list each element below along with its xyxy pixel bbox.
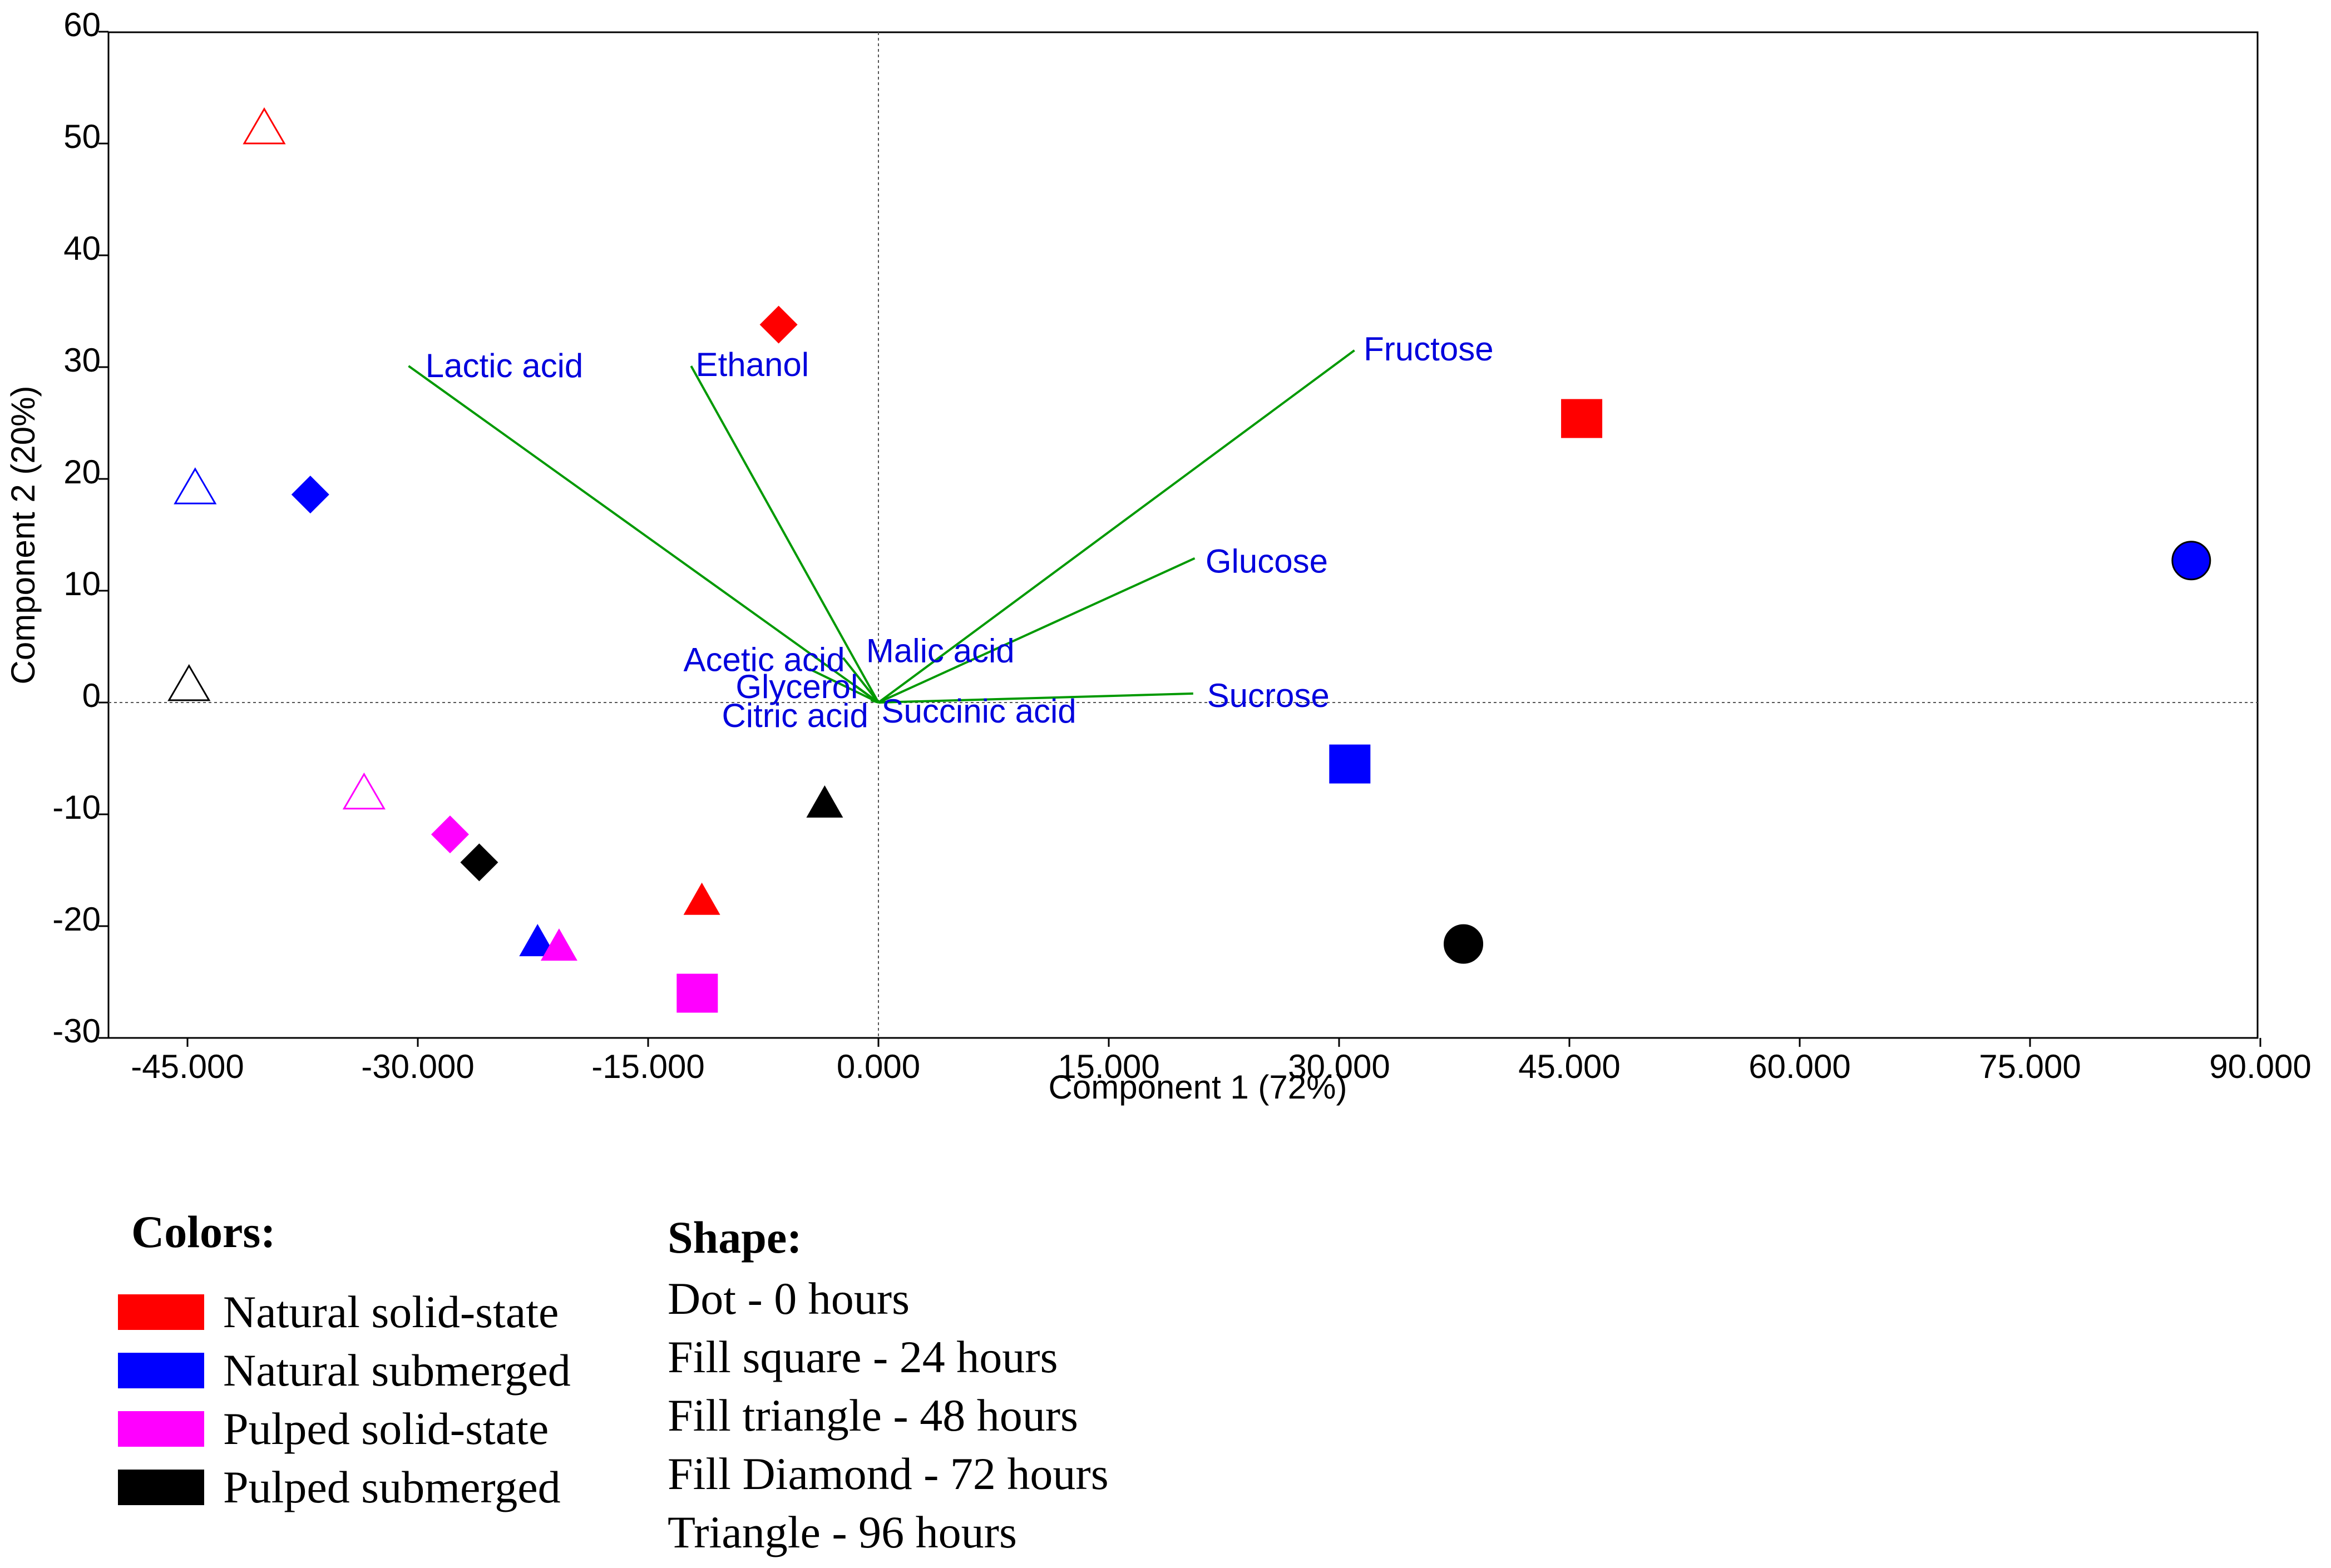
shape-legend-fill-diamond: Fill Diamond - 72 hours bbox=[668, 1448, 1109, 1499]
shape-legend-fill-square: Fill square - 24 hours bbox=[668, 1332, 1058, 1382]
y-axis-ticks: -30 -20 -10 0 10 20 30 40 50 60 bbox=[52, 6, 108, 1050]
vector-label-lactic-acid: Lactic acid bbox=[426, 347, 583, 384]
x-tick-label: 75.000 bbox=[1979, 1048, 2081, 1085]
x-tick-label: 30.000 bbox=[1288, 1048, 1390, 1085]
x-tick-label: 45.000 bbox=[1518, 1048, 1621, 1085]
vector-label-glycerol: Glycerol bbox=[735, 668, 858, 705]
y-tick-label: 40 bbox=[63, 230, 101, 267]
point-pulped-solid-state-48h bbox=[540, 928, 577, 961]
x-axis-title: Component 1 (72%) bbox=[1049, 1069, 1347, 1106]
vector-line-citric-acid bbox=[870, 699, 879, 704]
x-tick-label: -15.000 bbox=[591, 1048, 705, 1085]
legend-label-natural-submerged: Natural submerged bbox=[223, 1345, 571, 1396]
y-tick-label: -10 bbox=[52, 789, 101, 826]
loading-vectors: Lactic acid Ethanol Fructose Glucose Sucrose… bbox=[408, 330, 1494, 734]
legend-label-pulped-solid-state: Pulped solid-state bbox=[223, 1403, 549, 1454]
point-pulped-submerged-72h bbox=[460, 843, 498, 882]
legend-item-pulped-solid-state: Pulped solid-state bbox=[118, 1399, 571, 1458]
score-points bbox=[167, 107, 2211, 1013]
x-tick-label: 0.000 bbox=[837, 1048, 920, 1085]
vector-line-malic-acid bbox=[842, 657, 880, 704]
pca-biplot-chart: Lactic acid Ethanol Fructose Glucose Sucrose… bbox=[4, 6, 2312, 1106]
vector-label-acetic-acid: Acetic acid bbox=[683, 641, 845, 679]
point-natural-submerged-24h bbox=[1329, 744, 1371, 784]
vector-line-ethanol bbox=[690, 365, 880, 703]
y-tick-label: 0 bbox=[82, 677, 101, 714]
vector-line-acetic-acid bbox=[808, 667, 879, 704]
point-natural-solid-state-48h bbox=[683, 882, 720, 915]
vector-line-glucose bbox=[878, 557, 1196, 704]
legend-label-pulped-submerged: Pulped submerged bbox=[223, 1462, 561, 1512]
shape-legend-triangle: Triangle - 96 hours bbox=[668, 1507, 1017, 1557]
shape-legend: Shape: Dot - 0 hours Fill square - 24 ho… bbox=[668, 1211, 1109, 1561]
legend-swatch-natural-solid-state bbox=[118, 1294, 204, 1330]
x-tick-label: 60.000 bbox=[1749, 1048, 1851, 1085]
vector-line-glycerol bbox=[855, 685, 880, 704]
y-tick-label: 50 bbox=[63, 118, 101, 155]
point-natural-submerged-96h bbox=[174, 467, 217, 504]
y-tick-label: -30 bbox=[52, 1012, 101, 1050]
vector-label-glucose: Glucose bbox=[1206, 543, 1328, 580]
legend-swatch-natural-submerged bbox=[118, 1352, 204, 1388]
reference-lines bbox=[108, 32, 2258, 1038]
legend-item-pulped-submerged: Pulped submerged bbox=[118, 1458, 571, 1516]
y-tick-label: 20 bbox=[63, 453, 101, 491]
point-natural-solid-state-24h bbox=[1561, 399, 1603, 438]
y-tick-label: 10 bbox=[63, 565, 101, 602]
vector-label-fructose: Fructose bbox=[1364, 330, 1493, 368]
vector-label-malic-acid: Malic acid bbox=[866, 632, 1015, 670]
shape-legend-fill-triangle: Fill triangle - 48 hours bbox=[668, 1390, 1078, 1441]
plot-area-frame bbox=[107, 31, 2259, 1039]
legend-swatch-pulped-submerged bbox=[118, 1469, 204, 1505]
point-pulped-submerged-0h bbox=[1444, 924, 1484, 964]
point-natural-submerged-48h bbox=[519, 924, 556, 957]
x-tick-label: 15.000 bbox=[1058, 1048, 1160, 1085]
x-tick-label: 90.000 bbox=[2209, 1048, 2312, 1085]
point-pulped-submerged-96h bbox=[167, 664, 211, 701]
legend-item-natural-solid-state: Natural solid-state bbox=[118, 1283, 571, 1341]
y-tick-label: 60 bbox=[63, 6, 101, 43]
legend-swatch-pulped-solid-state bbox=[118, 1411, 204, 1447]
vector-label-citric-acid: Citric acid bbox=[722, 697, 868, 734]
y-axis-title: Component 2 (20%) bbox=[4, 386, 42, 685]
y-tick-label: -20 bbox=[52, 901, 101, 938]
x-axis-ticks: -45.000 -30.000 -15.000 0.000 15.000 30.000 45… bbox=[131, 1038, 2312, 1085]
legend-label-natural-solid-state: Natural solid-state bbox=[223, 1287, 559, 1337]
colors-legend: Colors: Natural solid-state Natural subm… bbox=[118, 1206, 571, 1516]
colors-legend-title: Colors: bbox=[131, 1206, 276, 1257]
shape-legend-title: Shape: bbox=[668, 1212, 802, 1263]
point-natural-submerged-0h bbox=[2171, 541, 2211, 581]
x-tick-label: -30.000 bbox=[361, 1048, 475, 1085]
point-natural-submerged-72h bbox=[291, 476, 329, 514]
point-pulped-solid-state-96h bbox=[342, 772, 386, 810]
vector-line-fructose bbox=[877, 349, 1355, 704]
point-natural-solid-state-96h bbox=[243, 107, 286, 145]
vector-label-sucrose: Sucrose bbox=[1207, 677, 1330, 714]
point-pulped-solid-state-24h bbox=[676, 973, 718, 1013]
vector-line-sucrose bbox=[878, 692, 1193, 704]
point-pulped-submerged-48h bbox=[806, 785, 843, 818]
y-tick-label: 30 bbox=[63, 342, 101, 379]
vector-line-succinic-acid bbox=[878, 700, 891, 704]
vector-line-lactic-acid bbox=[408, 365, 880, 704]
vector-label-succinic-acid: Succinic acid bbox=[882, 693, 1076, 730]
x-tick-label: -45.000 bbox=[131, 1048, 244, 1085]
shape-legend-dot: Dot - 0 hours bbox=[668, 1273, 910, 1324]
point-natural-solid-state-72h bbox=[759, 305, 798, 344]
point-pulped-solid-state-72h bbox=[431, 815, 469, 854]
vector-label-ethanol: Ethanol bbox=[696, 346, 809, 383]
legend-item-natural-submerged: Natural submerged bbox=[118, 1341, 571, 1399]
